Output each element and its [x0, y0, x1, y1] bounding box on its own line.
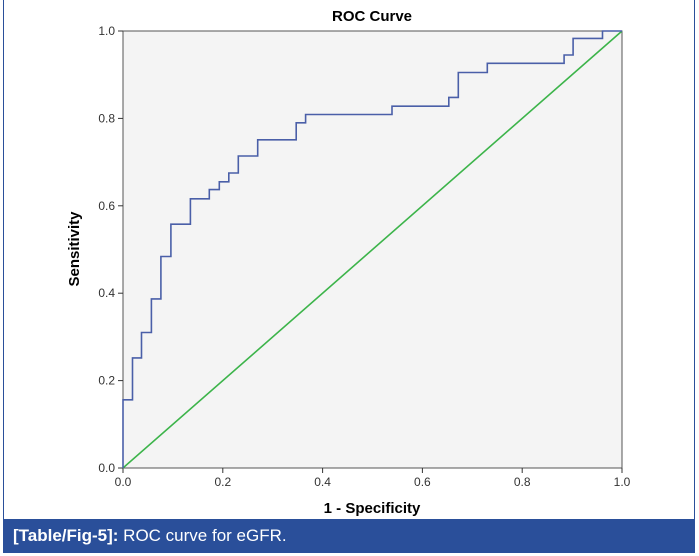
reference-diagonal-line	[122, 30, 623, 469]
caption-label: [Table/Fig-5]:	[13, 526, 119, 545]
caption-text: ROC curve for eGFR.	[118, 526, 287, 545]
x-tick-label: 1.0	[614, 475, 631, 489]
x-tick-label: 0.0	[115, 475, 132, 489]
chart-title: ROC Curve	[332, 8, 412, 25]
y-tick-label: 0.0	[98, 461, 115, 475]
y-axis-label: Sensitivity	[66, 211, 83, 287]
x-axis-label: 1 - Specificity	[324, 500, 421, 517]
figure-frame	[3, 0, 695, 553]
roc-curve-line	[122, 30, 622, 468]
x-tick-label: 0.2	[214, 475, 231, 489]
figure-caption: [Table/Fig-5]: ROC curve for eGFR.	[3, 519, 695, 553]
roc-chart: 0.0 0.2 0.4 0.6 0.8 1.0 0.0 0.2 0.4 0.6 0.8 1.0 ROC…	[66, 8, 631, 517]
x-tick-label: 0.4	[314, 475, 331, 489]
y-tick-label: 0.2	[98, 374, 115, 388]
y-tick-label: 0.6	[98, 199, 115, 213]
y-tick-label: 0.8	[98, 111, 115, 125]
x-tick-label: 0.6	[414, 475, 431, 489]
y-tick-label: 0.4	[98, 286, 115, 300]
y-tick-label: 1.0	[98, 24, 115, 38]
x-tick-label: 0.8	[514, 475, 531, 489]
